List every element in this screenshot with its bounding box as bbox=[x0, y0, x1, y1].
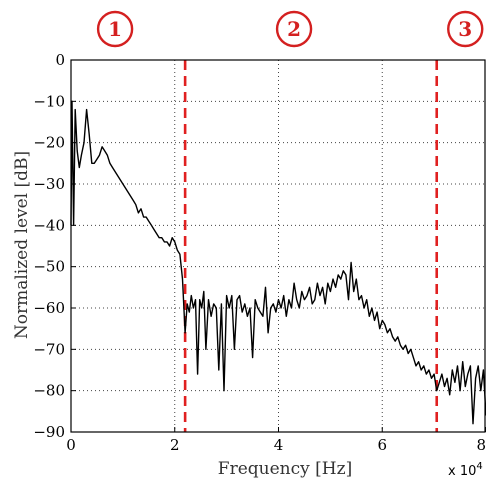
y-tick-label: −20 bbox=[33, 134, 65, 152]
y-axis-label: Normalized level [dB] bbox=[12, 151, 32, 339]
region-boundaries bbox=[183, 60, 439, 432]
y-tick-label: −50 bbox=[33, 258, 65, 276]
y-tick-label: −10 bbox=[33, 92, 65, 110]
region-marker-label: 3 bbox=[458, 17, 472, 41]
x-axis-label: Frequency [Hz] bbox=[218, 459, 352, 479]
region-marker-label: 2 bbox=[287, 17, 301, 41]
region-marker-label: 1 bbox=[108, 17, 122, 41]
y-tick-label: −30 bbox=[33, 175, 65, 193]
series-line bbox=[70, 100, 486, 425]
x-tick-label: 0 bbox=[66, 436, 76, 454]
x-axis-multiplier-base: x 10 bbox=[448, 464, 476, 479]
grid-lines bbox=[71, 60, 486, 432]
y-tick-label: −90 bbox=[33, 423, 65, 441]
region-markers: 1 2 3 bbox=[96, 10, 484, 48]
y-tick-label: −40 bbox=[33, 216, 65, 234]
y-tick-label: −70 bbox=[33, 340, 65, 358]
y-tick-label: −60 bbox=[33, 299, 65, 317]
x-axis-multiplier-exponent: 4 bbox=[476, 461, 482, 472]
region-marker-circle bbox=[447, 10, 484, 48]
x-tick-label: 6 bbox=[377, 436, 387, 454]
x-axis-ticks: 0 2 4 6 8 bbox=[66, 427, 486, 454]
region-marker-circle bbox=[275, 10, 313, 48]
x-axis-multiplier: x 104 bbox=[448, 461, 483, 479]
x-tick-label: 8 bbox=[476, 436, 486, 454]
y-axis-ticks: 0 −10 −20 −30 −40 −50 −60 −70 −80 −90 bbox=[33, 51, 76, 441]
y-tick-label: −80 bbox=[33, 382, 65, 400]
x-tick-label: 2 bbox=[170, 436, 180, 454]
x-tick-label: 4 bbox=[274, 436, 284, 454]
region-marker-circle bbox=[96, 10, 134, 48]
y-tick-label: 0 bbox=[55, 51, 65, 69]
